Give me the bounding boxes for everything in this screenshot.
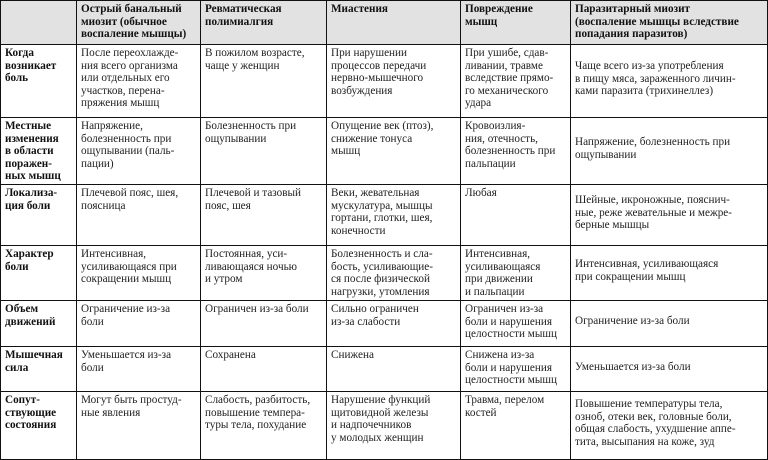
table-cell: Любая <box>460 183 571 246</box>
table-cell: Сильно ограничен из-за слабости <box>326 299 461 347</box>
table-cell: Снижена из-за боли и нарушения целостнос… <box>460 345 571 392</box>
table-cell: Плечевой пояс, шея, поясница <box>76 183 201 246</box>
table-cell: Ограничен из-за боли и нарушения целостн… <box>460 299 571 347</box>
table-cell: Ограничен из-за боли <box>200 299 327 347</box>
header-corner <box>0 0 77 45</box>
table-cell: Плечевой и тазовый пояс, шея <box>200 183 327 246</box>
table-cell: После переохлажде- ния всего организма и… <box>76 44 201 118</box>
table-cell: Веки, жевательная мускулатура, мышцы гор… <box>326 183 461 246</box>
header-myasthenia: Миастения <box>326 0 461 45</box>
table-cell: Снижена <box>326 345 461 392</box>
table-cell: Повышение температуры тела, озноб, отеки… <box>570 390 768 460</box>
table-cell: Травма, перелом костей <box>460 390 571 460</box>
table-cell: Постоянная, уси- ливающаяся ночью и утро… <box>200 244 327 301</box>
table-cell: Шейные, икроножные, пояснич- ные, реже ж… <box>570 183 768 246</box>
header-parasitic-myositis: Паразитарный миозит (воспаление мышцы вс… <box>570 0 768 45</box>
row-label: Сопут- ствующие состояния <box>0 390 77 460</box>
row-label: Характер боли <box>0 244 77 301</box>
row-label: Объем движений <box>0 299 77 347</box>
table-row: Местные изменения в области поражен- ных… <box>0 117 768 185</box>
table-cell: Напряжение, болезненность при ощупывании <box>570 117 768 185</box>
table-cell: Интенсивная, усиливающаяся при сокращени… <box>76 244 201 301</box>
header-polymyalgia: Ревматическая полимиалгия <box>200 0 327 45</box>
table-cell: Интенсивная, усиливающаяся при движении … <box>460 244 571 301</box>
table-row: Мышечная сила Уменьшается из-за боли Сохра… <box>0 345 768 392</box>
table-cell: Ограничение из-за боли <box>76 299 201 347</box>
table-cell: Болезненность при ощупывании <box>200 117 327 185</box>
table-cell: Сохранена <box>200 345 327 392</box>
table-cell: Ограничение из-за боли <box>570 299 768 347</box>
table-cell: В пожилом возрасте, чаще у женщин <box>200 44 327 118</box>
table-cell: Опущение век (птоз), снижение тонуса мыш… <box>326 117 461 185</box>
header-muscle-injury: Повреждение мышц <box>460 0 571 45</box>
table-cell: Уменьшается из-за боли <box>570 345 768 392</box>
table-cell: Слабость, разбитость, повышение темпера-… <box>200 390 327 460</box>
table-cell: Кровоизлия- ния, отечность, болезненност… <box>460 117 571 185</box>
table-cell: Чаще всего из-за употребления в пищу мяс… <box>570 44 768 118</box>
row-label: Местные изменения в области поражен- ных… <box>0 117 77 185</box>
table-row: Объем движений Ограничение из-за боли Огра… <box>0 299 768 347</box>
table-row: Локализа- ция боли Плечевой пояс, шея, по… <box>0 183 768 246</box>
table-row: Сопут- ствующие состояния Могут быть прос… <box>0 390 768 460</box>
table-row: Когда возникает боль После переохлажде- н… <box>0 44 768 118</box>
table-cell: Нарушение функций щитовидной железы и на… <box>326 390 461 460</box>
table-row: Характер боли Интенсивная, усиливающаяся … <box>0 244 768 301</box>
table-cell: Болезненность и сла- бость, усиливающие-… <box>326 244 461 301</box>
table-cell: Уменьшается из-за боли <box>76 345 201 392</box>
row-label: Когда возникает боль <box>0 44 77 118</box>
row-label: Локализа- ция боли <box>0 183 77 246</box>
table-cell: Интенсивная, усиливающаяся при сокращени… <box>570 244 768 301</box>
header-acute-myositis: Острый банальный миозит (обычное воспале… <box>76 0 201 45</box>
row-label: Мышечная сила <box>0 345 77 392</box>
table-cell: При нарушении процессов передачи нервно-… <box>326 44 461 118</box>
table-cell: Напряжение, болезненность при ощупывании… <box>76 117 201 185</box>
header-row: Острый банальный миозит (обычное воспале… <box>0 0 768 45</box>
table-cell: При ушибе, сдав- ливании, травме вследст… <box>460 44 571 118</box>
table-cell: Могут быть простуд- ные явления <box>76 390 201 460</box>
